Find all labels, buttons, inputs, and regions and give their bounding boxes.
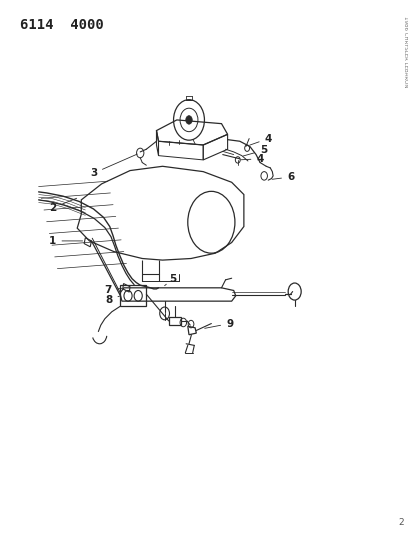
Text: 2: 2	[49, 198, 77, 213]
Text: 4: 4	[241, 154, 264, 164]
Text: 4: 4	[250, 134, 272, 145]
Text: 6: 6	[272, 172, 294, 182]
Text: 3: 3	[90, 154, 137, 178]
Text: 8: 8	[105, 295, 120, 305]
Text: 5: 5	[243, 146, 267, 156]
Circle shape	[186, 116, 192, 124]
Text: 1986 CHRYSLER LEBARON: 1986 CHRYSLER LEBARON	[403, 16, 408, 87]
Text: 6114  4000: 6114 4000	[20, 18, 104, 31]
Text: 9: 9	[205, 319, 233, 328]
Text: 2: 2	[398, 518, 404, 527]
Text: 1: 1	[49, 236, 82, 246]
Text: 7: 7	[104, 286, 122, 295]
Text: 5: 5	[164, 274, 176, 286]
